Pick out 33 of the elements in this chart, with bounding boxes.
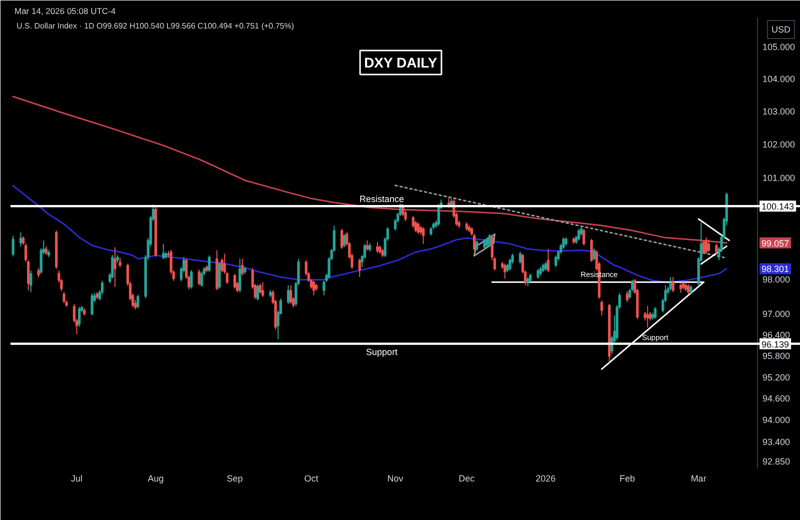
x-tick-label: Dec <box>458 474 476 484</box>
text: U.S. Dollar Index · 1D O99.692 H100.540 L99.566 C100.494 +0.751 (+0.75%) <box>16 22 294 30</box>
x-tick-label: Feb <box>619 474 635 484</box>
y-tick-label: 95.200 <box>762 372 790 382</box>
y-tick-label: 104.000 <box>762 74 796 84</box>
y-axis-title: USD <box>772 24 792 34</box>
y-tick-label: 102.000 <box>762 140 796 150</box>
x-tick-label: Jul <box>71 474 83 484</box>
annotation: 96.139 <box>762 339 790 350</box>
text: Mar 14, 2026 05:08 UTC-4 <box>14 6 116 16</box>
y-tick-label: 94.600 <box>762 394 790 404</box>
text: DXY DAILY <box>364 54 438 70</box>
x-tick-label: Aug <box>148 474 164 484</box>
ref-line-label: Resistance <box>360 194 404 204</box>
x-tick-label: Nov <box>387 474 404 484</box>
x-tick-label: Oct <box>304 474 319 484</box>
x-tick-label: Sep <box>226 474 243 484</box>
y-tick-label: 98.000 <box>762 274 790 285</box>
y-tick-label: 105.000 <box>762 42 796 52</box>
y-tick-label: 101.000 <box>762 172 796 183</box>
y-tick-label: 97.000 <box>762 309 790 320</box>
annotation: 98.301 <box>762 264 790 274</box>
x-tick-label: 2026 <box>536 474 556 484</box>
annotation: 100.143 <box>762 202 794 212</box>
y-tick-label: 103.000 <box>762 106 796 117</box>
y-tick-label: 92.850 <box>762 456 790 467</box>
y-tick-label: 93.400 <box>762 436 790 447</box>
annotation: 99.057 <box>762 238 790 248</box>
x-tick-label: Mar <box>690 474 706 484</box>
y-tick-label: 96.400 <box>762 330 790 340</box>
y-tick-label: 95.800 <box>762 351 790 362</box>
y-tick-label: 94.000 <box>762 415 790 426</box>
ref-line-label: Support <box>366 346 398 357</box>
